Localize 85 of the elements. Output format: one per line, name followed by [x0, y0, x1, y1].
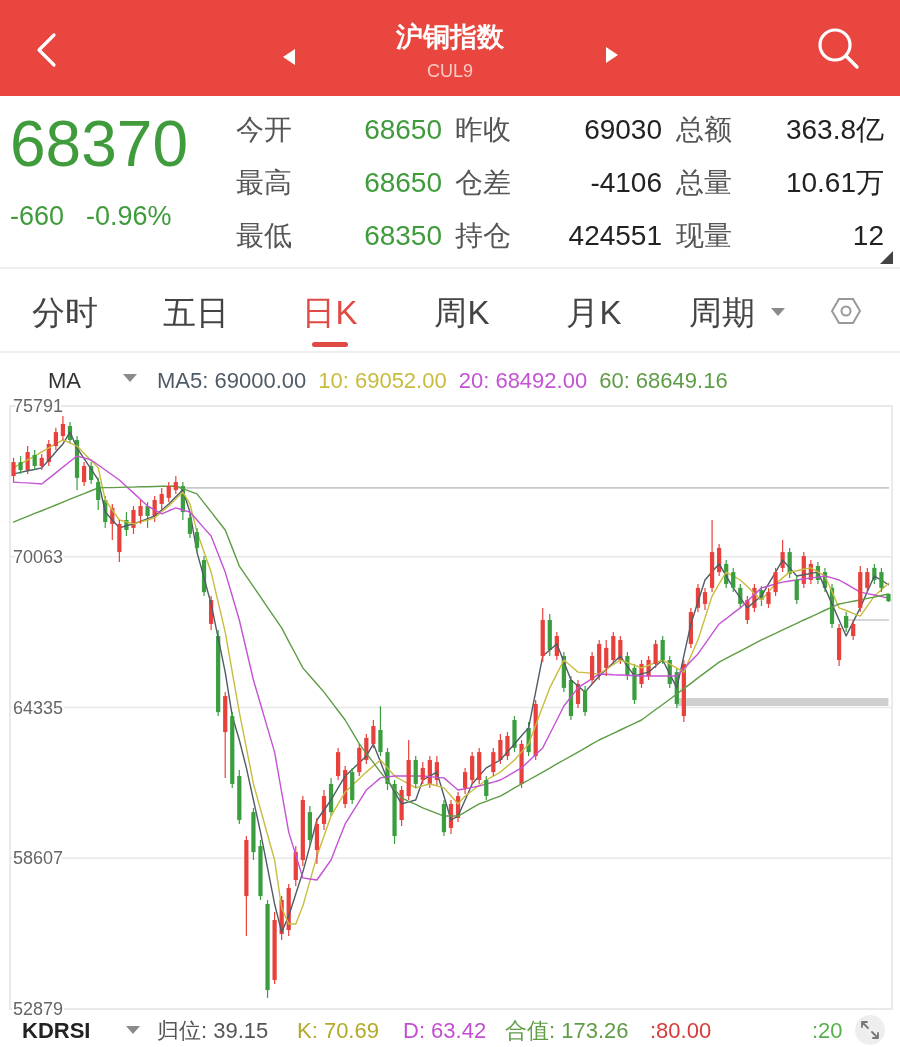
text: 10.61万 — [785, 167, 884, 198]
candlestick — [604, 639, 609, 677]
candlestick — [187, 513, 193, 539]
text: 424551 — [568, 220, 662, 251]
candlestick — [766, 587, 771, 609]
text: 20: 68492.00 — [458, 368, 588, 393]
candlestick — [731, 567, 736, 593]
candlestick — [611, 631, 616, 665]
text: 363.8亿 — [785, 114, 884, 145]
text: 周K — [434, 294, 490, 331]
candlestick — [60, 415, 66, 441]
text: 最高 — [236, 167, 292, 198]
text: -0.96% — [86, 201, 172, 231]
y-tick-label: 75791 — [13, 396, 64, 416]
text: 现量 — [676, 220, 732, 251]
candlestick — [145, 501, 150, 529]
text: 日K — [302, 294, 358, 331]
text: 总量 — [675, 167, 732, 198]
text: 69030 — [584, 114, 662, 145]
text: 68650 — [364, 114, 442, 145]
candlestick — [335, 747, 341, 781]
candlestick — [484, 775, 489, 801]
candlestick — [420, 761, 425, 785]
text: KDRSI — [22, 1018, 91, 1043]
chart-title: 沪铜指数 — [395, 22, 505, 52]
text: 合值: 173.26 — [505, 1018, 629, 1043]
text: 昨收 — [455, 114, 511, 145]
y-tick-label: 64335 — [13, 697, 64, 718]
candlestick — [865, 567, 870, 593]
text: 月K — [566, 294, 622, 331]
candlestick — [470, 751, 475, 785]
text: 归位: 39.15 — [157, 1018, 269, 1043]
candlestick — [138, 499, 143, 525]
text: 68370 — [10, 108, 188, 180]
candlestick — [702, 587, 708, 611]
candlestick — [879, 567, 884, 593]
candlestick — [159, 487, 164, 511]
candlestick — [498, 733, 503, 765]
text: 60: 68649.16 — [599, 368, 728, 393]
y-tick-label: 58607 — [13, 848, 64, 869]
candlestick — [773, 567, 778, 597]
candlestick — [53, 427, 58, 451]
candlestick — [81, 461, 87, 487]
text: 仓差 — [455, 167, 511, 198]
candlestick — [491, 747, 496, 777]
text: 最低 — [236, 220, 292, 251]
candlestick — [660, 635, 665, 665]
candlestick — [413, 755, 418, 789]
candlestick — [794, 575, 799, 605]
candlestick — [32, 449, 37, 471]
text: D: 63.42 — [403, 1018, 487, 1043]
text: 68650 — [364, 167, 442, 198]
text: :80.00 — [650, 1018, 712, 1043]
candlestick — [582, 685, 588, 717]
text: -4106 — [590, 167, 662, 198]
candlestick — [166, 481, 171, 503]
text: 12 — [852, 220, 884, 251]
candlestick — [11, 457, 16, 483]
text: 今开 — [236, 114, 292, 145]
y-tick-label: 52879 — [13, 999, 64, 1019]
candlestick — [378, 705, 383, 757]
text: -660 — [10, 201, 65, 231]
text: 总额 — [675, 114, 732, 145]
candlestick — [653, 639, 658, 669]
text: 分时 — [32, 294, 98, 331]
candlestick — [96, 477, 101, 511]
candlestick — [844, 611, 849, 633]
candlestick — [851, 619, 856, 641]
text: 周期 — [689, 294, 755, 331]
text: 10: 69052.00 — [318, 368, 447, 393]
text: K: 70.69 — [297, 1018, 379, 1043]
text: :20 — [812, 1018, 843, 1043]
candlestick — [463, 767, 468, 795]
chart-subtitle: CUL9 — [426, 61, 474, 81]
y-tick-label: 70063 — [13, 546, 64, 567]
candlestick — [131, 505, 136, 535]
legend-title: MA — [48, 368, 82, 393]
candlestick — [371, 719, 376, 749]
candlestick — [505, 731, 510, 761]
text: 五日 — [163, 294, 229, 331]
candlestick — [590, 651, 595, 685]
text: 持仓 — [455, 220, 511, 251]
text: 68350 — [364, 220, 442, 251]
text: MA5: 69000.00 — [157, 368, 307, 393]
candlestick — [194, 527, 200, 553]
